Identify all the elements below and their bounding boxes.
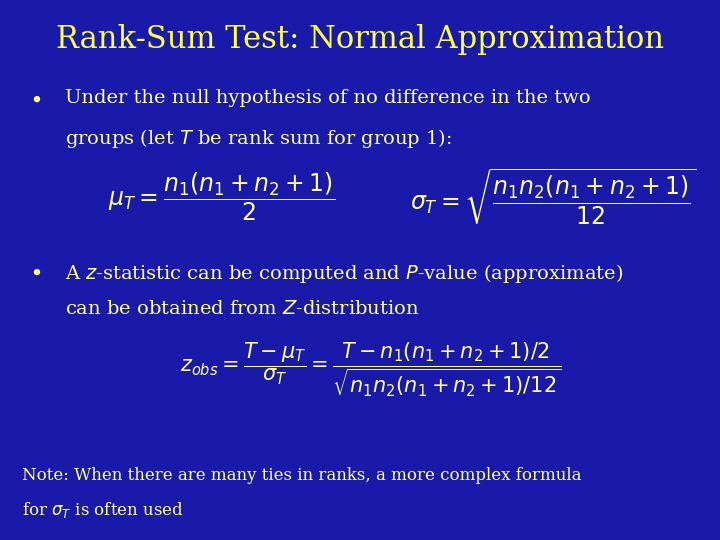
Text: $\mu_T = \dfrac{n_1(n_1+n_2+1)}{2}$: $\mu_T = \dfrac{n_1(n_1+n_2+1)}{2}$: [108, 171, 336, 224]
Text: can be obtained from $Z$-distribution: can be obtained from $Z$-distribution: [65, 300, 419, 318]
Text: $\bullet$: $\bullet$: [29, 89, 41, 109]
Text: Note: When there are many ties in ranks, a more complex formula: Note: When there are many ties in ranks,…: [22, 467, 581, 484]
Text: $z_{obs} = \dfrac{T - \mu_T}{\sigma_T} = \dfrac{T - n_1(n_1+n_2+1)/2}{\sqrt{n_1 : $z_{obs} = \dfrac{T - \mu_T}{\sigma_T} =…: [180, 341, 561, 399]
Text: for $\sigma_T$ is often used: for $\sigma_T$ is often used: [22, 500, 184, 519]
Text: groups (let $T$ be rank sum for group 1):: groups (let $T$ be rank sum for group 1)…: [65, 127, 452, 150]
Text: $\bullet$: $\bullet$: [29, 262, 41, 282]
Text: $\sigma_T = \sqrt{\dfrac{n_1 n_2(n_1+n_2+1)}{12}}$: $\sigma_T = \sqrt{\dfrac{n_1 n_2(n_1+n_2…: [410, 167, 697, 227]
Text: A $z$-statistic can be computed and $P$-value (approximate): A $z$-statistic can be computed and $P$-…: [65, 262, 623, 285]
Text: Under the null hypothesis of no difference in the two: Under the null hypothesis of no differen…: [65, 89, 590, 107]
Text: Rank-Sum Test: Normal Approximation: Rank-Sum Test: Normal Approximation: [56, 24, 664, 55]
